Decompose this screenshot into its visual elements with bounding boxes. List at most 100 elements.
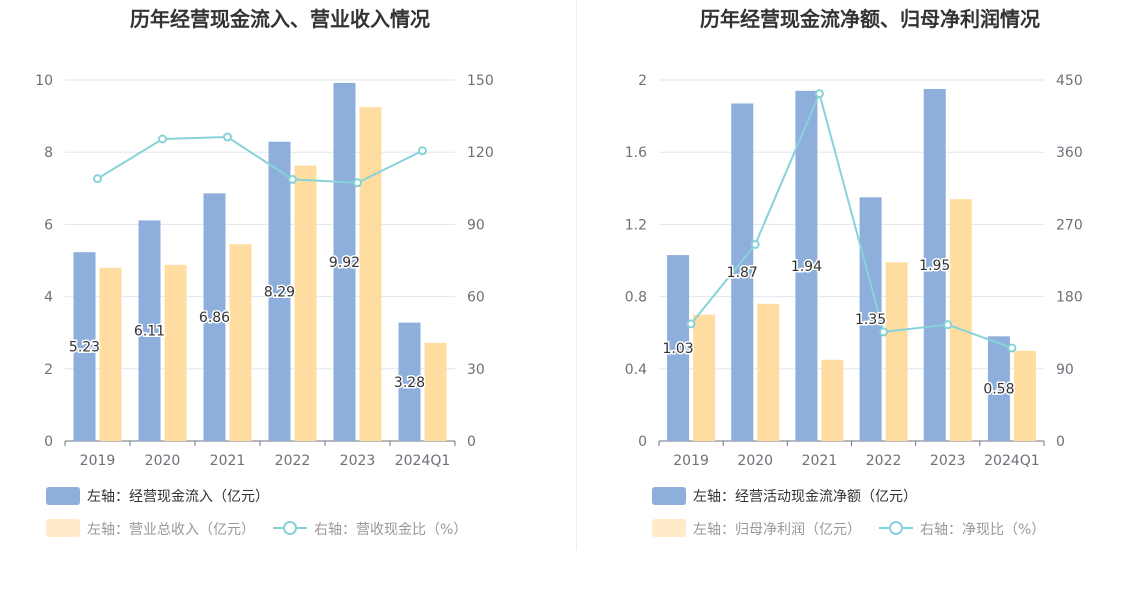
bar-left-series2 — [424, 342, 447, 441]
ratio-point — [814, 89, 824, 99]
bar-right-series1 — [859, 197, 882, 441]
bar-left-series2 — [294, 165, 317, 441]
panel-divider — [576, 0, 577, 550]
ratio-point — [353, 178, 362, 188]
legend-swatch-series2 — [46, 519, 80, 537]
bar-data-label: 9.92 — [329, 255, 360, 271]
right-axis-tick-label: 90 — [1056, 362, 1074, 378]
legend-swatch-series3-point — [283, 521, 297, 535]
bar-left-series1 — [203, 193, 226, 441]
ratio-point — [223, 132, 232, 142]
right-axis-tick-label: 60 — [467, 290, 485, 306]
right-axis-tick-label: 120 — [467, 145, 494, 161]
left-axis-tick-label: 2 — [638, 73, 647, 89]
bar-right-series1 — [795, 90, 818, 441]
bar-left-series1 — [398, 322, 421, 441]
bar-data-label: 1.03 — [662, 341, 693, 357]
ratio-point — [158, 134, 167, 144]
x-axis-tick-label: 2019 — [673, 453, 709, 469]
x-axis-tick-label: 2024Q1 — [395, 453, 451, 469]
bar-data-label: 6.86 — [199, 310, 230, 326]
legend-label-series1: 左轴：经营活动现金流净额（亿元） — [693, 489, 917, 505]
bar-data-label: 1.87 — [727, 265, 758, 281]
left-axis-tick-label: 0 — [44, 434, 53, 450]
x-axis-tick-label: 2024Q1 — [984, 453, 1040, 469]
bar-right-series1 — [667, 255, 690, 441]
x-axis-tick-label: 2023 — [340, 453, 376, 469]
right-chart: 历年经营现金流净额、归母净利润情况 0 0.4 0.8 1.2 1.6 2 0 90 180 270… — [625, 7, 1083, 538]
bar-data-label: 1.35 — [855, 312, 886, 328]
legend-swatch-series1 — [46, 487, 80, 505]
ratio-line — [690, 90, 1013, 349]
left-axis-tick-label: 2 — [44, 362, 53, 378]
bar-right-series2 — [1013, 350, 1036, 441]
bar-data-label: 1.95 — [919, 258, 950, 274]
ratio-point — [418, 146, 427, 156]
bar-right-series1 — [923, 89, 946, 442]
chart-title: 历年经营现金流入、营业收入情况 — [130, 7, 430, 31]
bar-data-label: 3.28 — [394, 375, 425, 391]
ratio-point — [288, 174, 297, 184]
right-axis-tick-label: 0 — [467, 434, 476, 450]
legend-swatch-series1 — [652, 487, 686, 505]
bar-left-series1 — [268, 141, 291, 441]
left-axis-tick-label: 1.6 — [625, 145, 647, 161]
legend-swatch-series3-point — [889, 521, 903, 535]
x-axis-tick-label: 2020 — [737, 453, 773, 469]
x-axis-tick-label: 2021 — [802, 453, 838, 469]
x-axis-tick-label: 2022 — [275, 453, 311, 469]
left-axis-tick-label: 1.2 — [625, 217, 647, 233]
ratio-line — [96, 136, 423, 184]
bar-right-series2 — [757, 303, 780, 441]
right-axis-tick-label: 30 — [467, 362, 485, 378]
legend-label-series3: 右轴：净现比（%） — [920, 522, 1045, 538]
left-axis-tick-label: 0.4 — [625, 362, 647, 378]
bar-right-series2 — [885, 262, 908, 441]
ratio-point — [879, 327, 889, 337]
left-axis-tick-label: 0.8 — [625, 290, 647, 306]
bar-right-series2 — [693, 314, 716, 441]
ratio-point — [750, 239, 760, 249]
left-axis-tick-label: 4 — [44, 290, 53, 306]
bar-left-series2 — [164, 264, 187, 441]
right-axis-tick-label: 450 — [1056, 73, 1083, 89]
bar-right-series1 — [987, 336, 1010, 441]
bar-left-series1 — [138, 220, 161, 441]
bar-left-series2 — [229, 244, 252, 441]
x-axis-tick-label: 2022 — [866, 453, 902, 469]
legend-label-series2: 左轴：营业总收入（亿元） — [87, 522, 255, 538]
right-axis-tick-label: 0 — [1056, 434, 1065, 450]
bar-data-label: 6.11 — [134, 324, 165, 340]
x-axis-tick-label: 2019 — [80, 453, 116, 469]
right-axis-tick-label: 150 — [467, 73, 494, 89]
left-chart-panel: 历年经营现金流入、营业收入情况 0 2 4 6 8 10 0 30 60 90 120 150 2019 2… — [0, 0, 574, 589]
ratio-point — [1007, 343, 1017, 353]
bar-data-label: 1.94 — [791, 259, 822, 275]
legend-label-series2: 左轴：归母净利润（亿元） — [693, 521, 861, 538]
bar-data-label: 5.23 — [69, 340, 100, 356]
left-chart: 历年经营现金流入、营业收入情况 0 2 4 6 8 10 0 30 60 90 120 150 2019 2… — [35, 7, 494, 538]
bar-left-series1 — [73, 252, 96, 441]
right-axis-tick-label: 180 — [1056, 290, 1083, 306]
legend-label-series1: 左轴：经营现金流入（亿元） — [87, 489, 269, 505]
bar-left-series2 — [359, 107, 382, 441]
bar-right-series1 — [731, 103, 754, 441]
legend-label-series3: 右轴：营收现金比（%） — [314, 522, 467, 538]
right-chart-panel: 历年经营现金流净额、归母净利润情况 0 0.4 0.8 1.2 1.6 2 0 90 180 270… — [574, 0, 1148, 589]
left-axis-tick-label: 0 — [638, 434, 647, 450]
right-axis-tick-label: 270 — [1056, 217, 1083, 233]
ratio-point — [943, 320, 953, 330]
bar-right-series2 — [821, 359, 844, 441]
chart-title: 历年经营现金流净额、归母净利润情况 — [700, 7, 1040, 31]
ratio-point — [686, 319, 696, 329]
bar-left-series2 — [99, 267, 122, 441]
bar-left-series1 — [333, 82, 356, 441]
left-axis-tick-label: 10 — [35, 73, 53, 89]
right-axis-tick-label: 360 — [1056, 145, 1083, 161]
x-axis-tick-label: 2020 — [145, 453, 181, 469]
ratio-point — [93, 174, 102, 184]
bar-data-label: 0.58 — [983, 382, 1014, 398]
legend-swatch-series2 — [652, 519, 686, 537]
x-axis-tick-label: 2023 — [930, 453, 966, 469]
left-axis-tick-label: 8 — [44, 145, 53, 161]
